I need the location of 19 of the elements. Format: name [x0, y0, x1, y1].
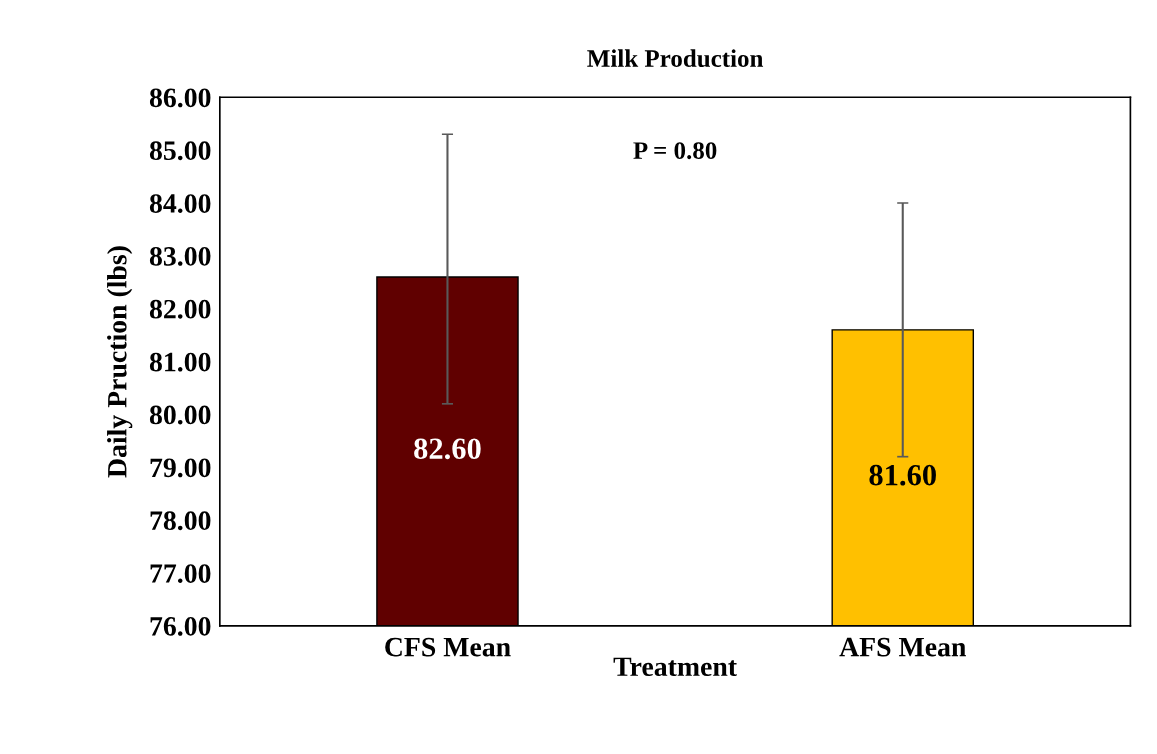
y-tick-label: 85.00 — [149, 141, 211, 161]
data-label: 82.60 — [414, 438, 481, 460]
x-axis-title: Treatment — [613, 657, 737, 677]
x-tick-label: CFS Mean — [385, 637, 511, 657]
y-tick-label: 82.00 — [149, 299, 211, 319]
y-tick-label: 81.00 — [149, 352, 211, 372]
x-tick-label: AFS Mean — [839, 637, 966, 657]
y-tick-label: 79.00 — [150, 458, 211, 478]
y-tick-label: 77.00 — [150, 564, 211, 583]
y-tick-label: 78.00 — [150, 511, 211, 531]
y-tick-label: 76.00 — [150, 616, 211, 636]
y-tick-label: 86.00 — [149, 88, 211, 108]
y-tick-label: 84.00 — [149, 194, 211, 214]
annotation: P = 0.80 — [633, 142, 717, 160]
data-label: 81.60 — [869, 464, 936, 486]
y-tick-label: 80.00 — [149, 405, 211, 425]
y-tick-label: 83.00 — [149, 247, 211, 266]
y-axis-title: Daily Pruction (lbs) — [107, 246, 133, 478]
chart-title: Milk Production — [587, 49, 764, 68]
